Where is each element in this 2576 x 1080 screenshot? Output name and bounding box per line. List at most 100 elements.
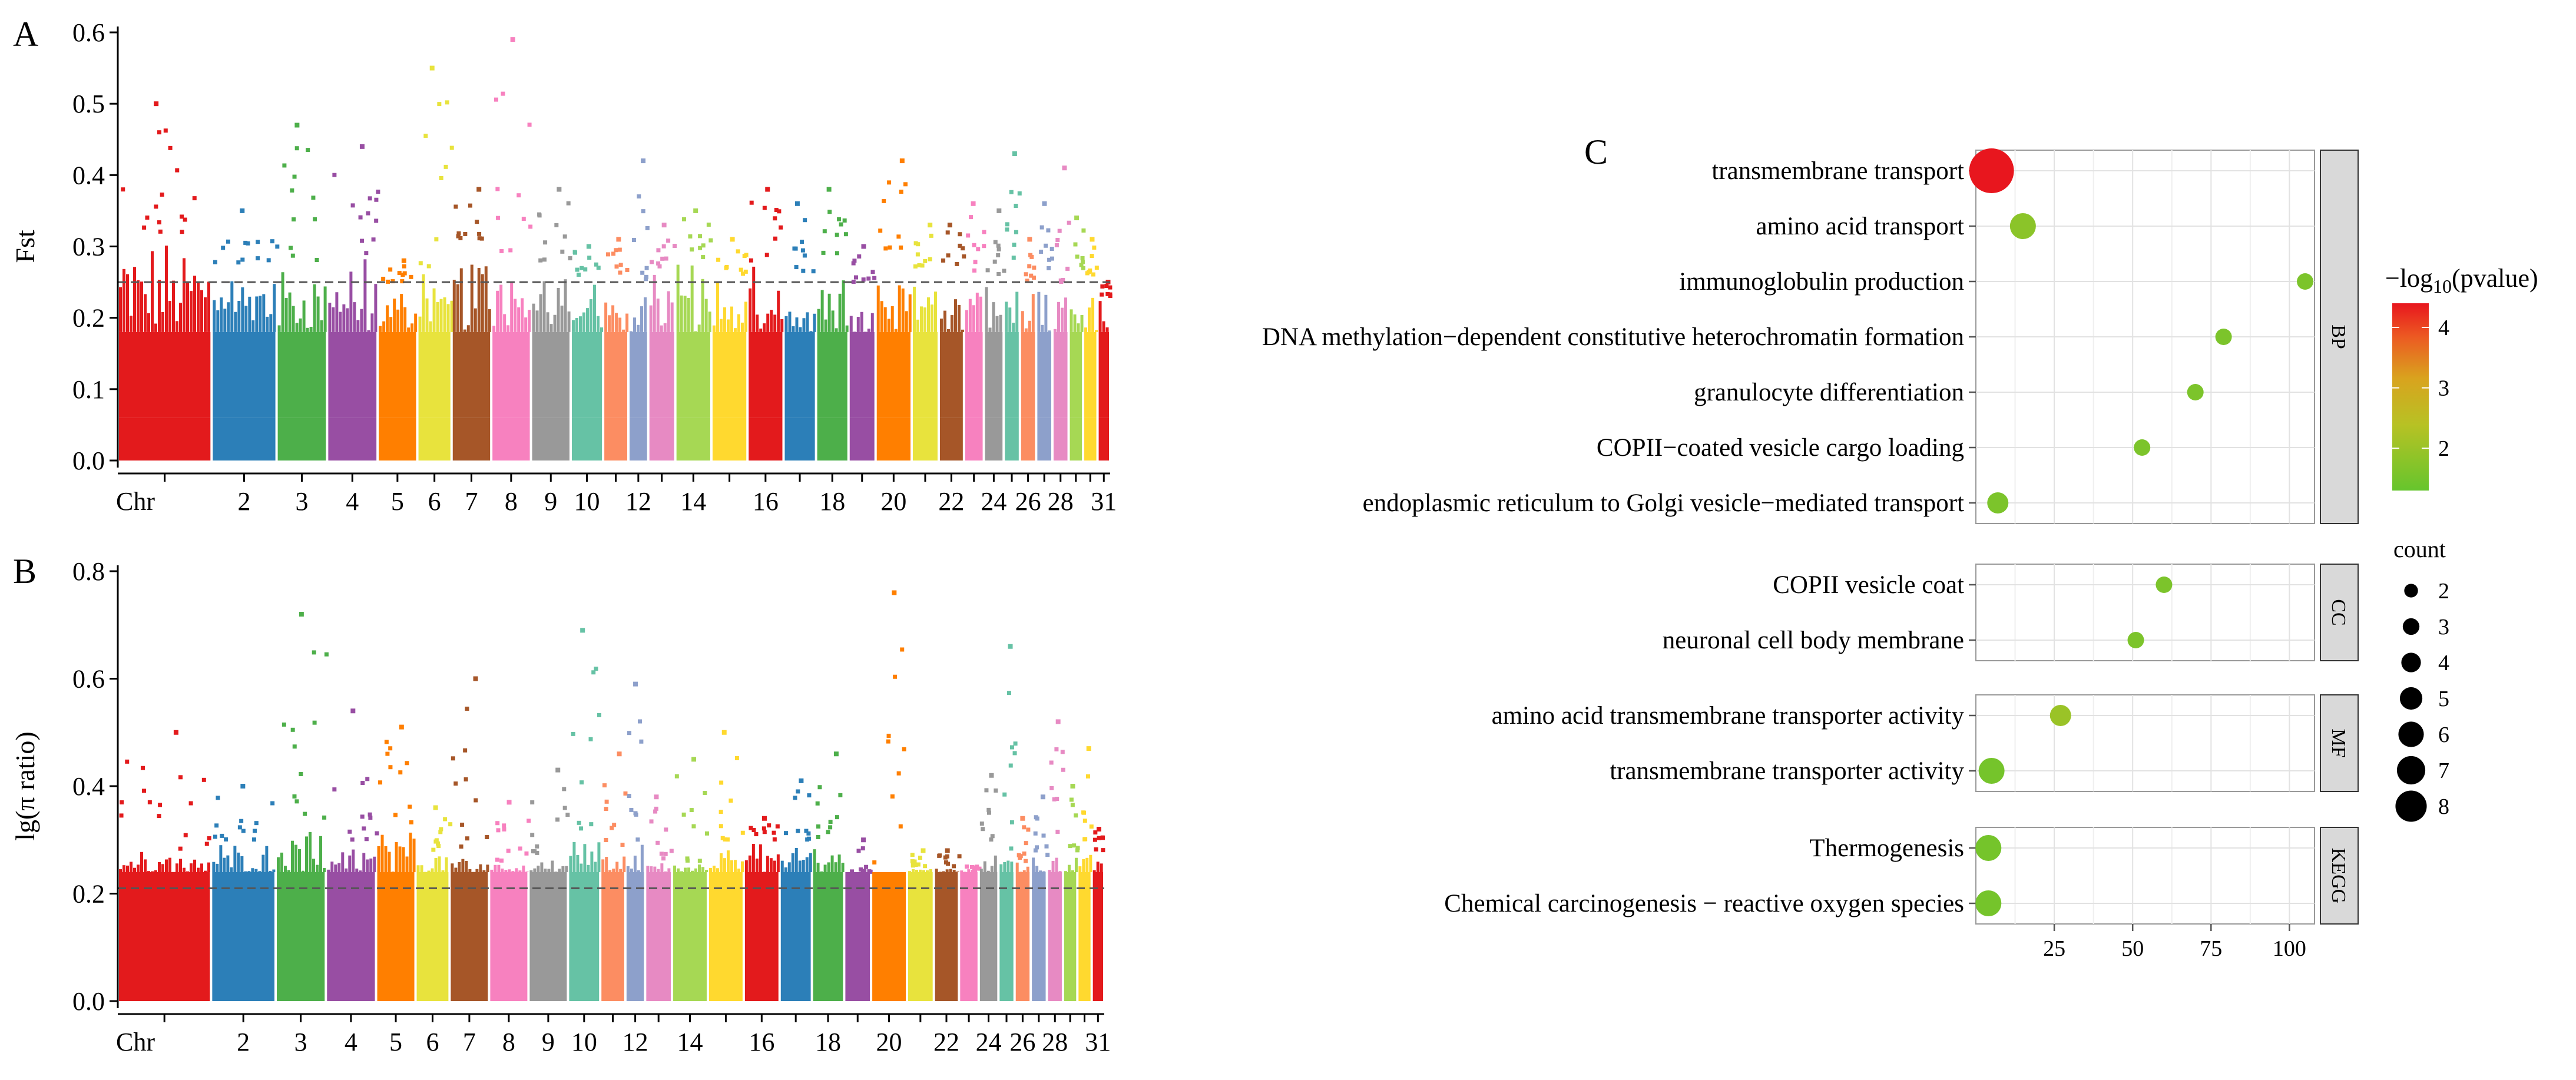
snp-point	[955, 261, 959, 266]
snp-column	[327, 869, 330, 872]
snp-point	[290, 727, 295, 732]
snp-point	[976, 247, 981, 251]
snp-point	[1060, 750, 1065, 754]
snp-point	[290, 253, 295, 258]
snp-point	[183, 217, 187, 222]
snp-point	[575, 267, 580, 272]
snp-column	[730, 860, 733, 872]
snp-point	[254, 821, 259, 826]
snp-column	[920, 306, 923, 332]
chromosome-17-dense-band	[784, 418, 815, 461]
snp-column	[126, 865, 129, 872]
snp-peak-point	[721, 730, 727, 735]
snp-column	[1095, 330, 1098, 332]
snp-column	[277, 857, 280, 872]
snp-point	[453, 781, 458, 786]
snp-column	[446, 304, 450, 332]
chromosome-31-points	[1092, 827, 1105, 1001]
snp-point	[1041, 833, 1046, 838]
snp-column	[985, 287, 988, 332]
snp-point	[777, 209, 782, 214]
snp-column	[763, 323, 766, 332]
snp-point	[463, 748, 468, 753]
snp-point	[562, 806, 567, 810]
snp-column	[1022, 870, 1026, 872]
snp-point	[1026, 827, 1031, 832]
snp-column	[284, 866, 287, 872]
snp-column	[339, 312, 342, 332]
chromosome-23-points	[965, 201, 986, 461]
snp-column	[756, 314, 759, 332]
snp-point	[691, 824, 696, 829]
snp-point	[654, 806, 658, 811]
snp-point	[649, 819, 654, 824]
snp-point	[289, 246, 293, 250]
chromosome-17-dense-band	[780, 958, 811, 1001]
snp-column	[806, 312, 809, 332]
snp-point	[612, 823, 617, 827]
chromosome-26-mid-band	[1021, 332, 1035, 418]
snp-column	[140, 852, 143, 872]
snp-column	[773, 860, 776, 872]
snp-point	[434, 838, 439, 843]
snp-point	[620, 843, 625, 847]
snp-point	[817, 785, 822, 790]
term-dot	[2009, 213, 2036, 239]
snp-point	[850, 869, 855, 874]
snp-column	[247, 871, 251, 872]
snp-point	[1035, 845, 1039, 850]
snp-column	[737, 314, 740, 332]
chromosome-19-dense-band	[845, 958, 870, 1001]
snp-column	[353, 302, 356, 332]
snp-point	[762, 206, 767, 210]
fst-points	[119, 37, 1112, 461]
chromosome-6-dense-band	[416, 958, 449, 1001]
snp-point	[142, 789, 147, 793]
chromosome-10-mid-band	[571, 332, 602, 418]
snp-column	[649, 305, 653, 332]
snp-point	[803, 218, 807, 223]
snp-point	[720, 836, 725, 840]
snp-point	[241, 829, 246, 833]
chromosome-17-mid-band	[784, 332, 815, 418]
snp-column	[676, 264, 680, 332]
snp-column	[1096, 862, 1100, 872]
chromosome-15-points	[712, 237, 749, 461]
snp-column	[542, 281, 546, 332]
snp-column	[273, 284, 276, 332]
snp-point	[120, 800, 124, 805]
snp-point	[900, 647, 905, 652]
snp-point	[1101, 848, 1105, 853]
snp-point	[724, 264, 729, 269]
snp-point	[157, 814, 161, 819]
snp-point	[910, 853, 915, 857]
snp-point	[1005, 222, 1009, 227]
snp-point	[360, 814, 365, 819]
chromosome-22-points	[939, 223, 966, 461]
pvalue-color-bar	[2392, 303, 2429, 491]
snp-point	[623, 791, 628, 796]
snp-column	[975, 292, 979, 332]
snp-point	[972, 268, 977, 273]
snp-point	[175, 168, 180, 173]
size-legend-label: 7	[2438, 758, 2449, 783]
snp-column	[200, 290, 203, 332]
snp-column	[687, 297, 690, 332]
chromosome-4-mid-band	[328, 332, 377, 418]
x-tick-label: 7	[465, 487, 478, 516]
snp-column	[302, 300, 306, 332]
snp-point	[364, 251, 369, 256]
snp-point	[962, 254, 966, 259]
snp-column	[1058, 871, 1062, 872]
snp-point	[872, 860, 877, 865]
snp-point	[256, 256, 260, 261]
snp-column	[716, 281, 719, 332]
snp-point	[627, 731, 632, 736]
chromosome-11-mid-band	[601, 872, 624, 958]
y-tick-label: 0.0	[72, 446, 105, 475]
snp-point	[945, 854, 949, 859]
snp-point	[826, 830, 830, 834]
snp-peak-point	[154, 101, 159, 107]
snp-column	[503, 314, 506, 332]
chromosome-3-dense-band	[277, 958, 325, 1001]
